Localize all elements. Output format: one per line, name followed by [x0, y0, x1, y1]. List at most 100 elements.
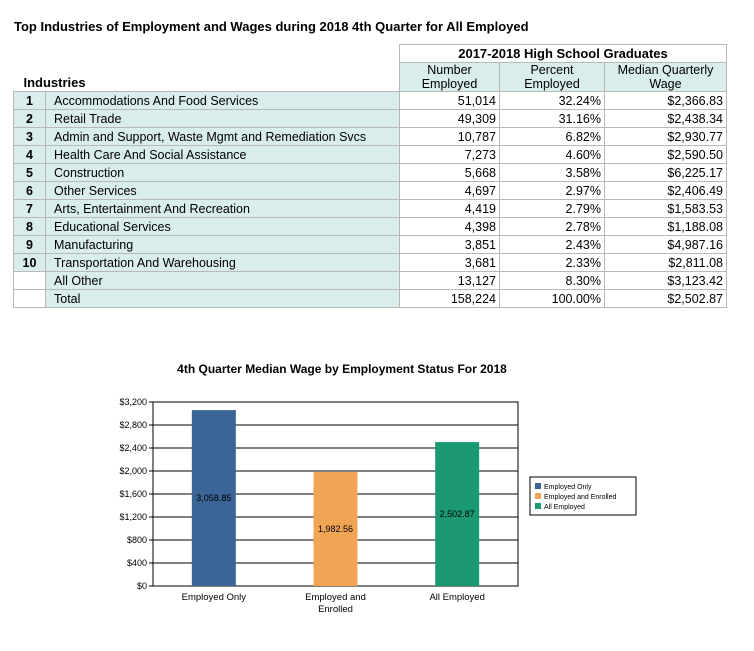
percent-employed-cell: 2.97%	[499, 181, 605, 200]
number-header-line2: Employed	[421, 77, 478, 91]
rank-cell: 2	[13, 109, 46, 128]
table-row: 6 Other Services 4,697 2.97% $2,406.49	[13, 181, 727, 200]
percent-employed-cell: 2.78%	[499, 217, 605, 236]
legend-box	[529, 476, 637, 516]
median-wage-cell: $2,438.34	[604, 109, 727, 128]
industry-name-cell: Retail Trade	[45, 109, 400, 128]
median-wage-cell: $2,366.83	[604, 91, 727, 110]
number-employed-cell: 3,851	[399, 235, 500, 254]
rank-cell: 10	[13, 253, 46, 272]
number-employed-cell: 10,787	[399, 127, 500, 146]
number-employed-cell: 4,398	[399, 217, 500, 236]
y-tick-label: $1,600	[119, 489, 147, 499]
table-column-header-row: Industries Number Employed Percent Emplo…	[14, 62, 727, 92]
legend-label: Employed and Enrolled	[544, 494, 616, 501]
table-corner-blank	[14, 45, 400, 63]
rank-cell: 1	[13, 91, 46, 110]
percent-employed-cell: 6.82%	[499, 127, 605, 146]
percent-employed-cell: 32.24%	[499, 91, 605, 110]
industry-name-cell: Total	[45, 289, 400, 308]
median-wage-cell: $3,123.42	[604, 271, 727, 290]
industry-name-cell: Other Services	[45, 181, 400, 200]
y-tick-label: $400	[127, 558, 147, 568]
bar-value-label: 3,058.85	[196, 493, 231, 503]
industries-column-label: Industries	[23, 75, 86, 90]
industry-name-cell: All Other	[45, 271, 400, 290]
bar-3	[435, 442, 480, 586]
table-row: 8 Educational Services 4,398 2.78% $1,188.08	[13, 217, 727, 236]
bar-2	[313, 472, 358, 586]
percent-employed-cell: 2.79%	[499, 199, 605, 218]
rank-cell	[13, 271, 46, 290]
industry-name-cell: Health Care And Social Assistance	[45, 145, 400, 164]
median-wage-cell: $2,406.49	[604, 181, 727, 200]
y-tick-label: $3,200	[119, 397, 147, 407]
y-tick-label: $0	[137, 581, 147, 591]
industry-wage-table: 2017-2018 High School Graduates Industri…	[13, 44, 727, 308]
percent-employed-cell: 3.58%	[499, 163, 605, 182]
rank-cell: 3	[13, 127, 46, 146]
number-employed-cell: 3,681	[399, 253, 500, 272]
table-row: 4 Health Care And Social Assistance 7,273 4…	[13, 145, 727, 164]
y-tick-label: $1,200	[119, 512, 147, 522]
number-employed-cell: 49,309	[399, 109, 500, 128]
number-employed-cell: 5,668	[399, 163, 500, 182]
x-category-label: Enrolled	[318, 604, 353, 615]
median-wage-cell: $2,502.87	[604, 289, 727, 308]
rank-cell: 4	[13, 145, 46, 164]
rank-cell: 9	[13, 235, 46, 254]
y-tick-label: $2,000	[119, 466, 147, 476]
legend-label: Employed Only	[544, 484, 592, 491]
median-wage-cell: $4,987.16	[604, 235, 727, 254]
percent-employed-cell: 31.16%	[499, 109, 605, 128]
chart-title: 4th Quarter Median Wage by Employment St…	[177, 362, 507, 376]
wage-header-line1: Median Quarterly	[617, 63, 714, 77]
median-wage-cell: $6,225.17	[604, 163, 727, 182]
percent-employed-cell: 4.60%	[499, 145, 605, 164]
percent-employed-cell: 2.43%	[499, 235, 605, 254]
industry-name-cell: Manufacturing	[45, 235, 400, 254]
x-category-label: Employed and	[305, 592, 366, 603]
number-employed-header: Number Employed	[399, 62, 500, 92]
x-category-label: Employed Only	[182, 592, 247, 603]
number-employed-cell: 4,697	[399, 181, 500, 200]
percent-header-line1: Percent	[530, 63, 574, 77]
percent-employed-cell: 2.33%	[499, 253, 605, 272]
industry-name-cell: Admin and Support, Waste Mgmt and Remedi…	[45, 127, 400, 146]
bar-value-label: 2,502.87	[440, 509, 475, 519]
median-wage-cell: $2,590.50	[604, 145, 727, 164]
bar-value-label: 1,982.56	[318, 524, 353, 534]
median-wage-cell: $1,188.08	[604, 217, 727, 236]
table-row: 9 Manufacturing 3,851 2.43% $4,987.16	[13, 235, 727, 254]
legend-label: All Employed	[544, 504, 585, 511]
number-header-line1: Number	[427, 63, 472, 77]
table-group-header-row: 2017-2018 High School Graduates	[14, 44, 727, 63]
number-employed-cell: 4,419	[399, 199, 500, 218]
rank-cell: 5	[13, 163, 46, 182]
wage-header-line2: Wage	[649, 77, 682, 91]
number-employed-cell: 13,127	[399, 271, 500, 290]
table-row: 1 Accommodations And Food Services 51,014 3…	[13, 91, 727, 110]
median-wage-cell: $2,811.08	[604, 253, 727, 272]
y-tick-label: $2,800	[119, 420, 147, 430]
percent-employed-cell: 100.00%	[499, 289, 605, 308]
page-title: Top Industries of Employment and Wages d…	[14, 19, 529, 34]
industry-name-cell: Construction	[45, 163, 400, 182]
rank-cell: 7	[13, 199, 46, 218]
rank-cell: 6	[13, 181, 46, 200]
number-employed-cell: 51,014	[399, 91, 500, 110]
industry-name-cell: Accommodations And Food Services	[45, 91, 400, 110]
y-tick-label: $2,400	[119, 443, 147, 453]
industry-name-cell: Transportation And Warehousing	[45, 253, 400, 272]
median-wage-cell: $2,930.77	[604, 127, 727, 146]
rank-cell: 8	[13, 217, 46, 236]
number-employed-cell: 158,224	[399, 289, 500, 308]
table-row: 3 Admin and Support, Waste Mgmt and Remed…	[13, 127, 727, 146]
table-row: 2 Retail Trade 49,309 31.16% $2,438.34	[13, 109, 727, 128]
industry-name-cell: Arts, Entertainment And Recreation	[45, 199, 400, 218]
median-wage-bar-chart: $0 $400 $800 $1,200 $1,600 $2,000 $2,400 $2,800…	[119, 397, 637, 615]
median-wage-header: Median Quarterly Wage	[604, 62, 727, 92]
rank-cell	[13, 289, 46, 308]
number-employed-cell: 7,273	[399, 145, 500, 164]
percent-employed-header: Percent Employed	[499, 62, 605, 92]
